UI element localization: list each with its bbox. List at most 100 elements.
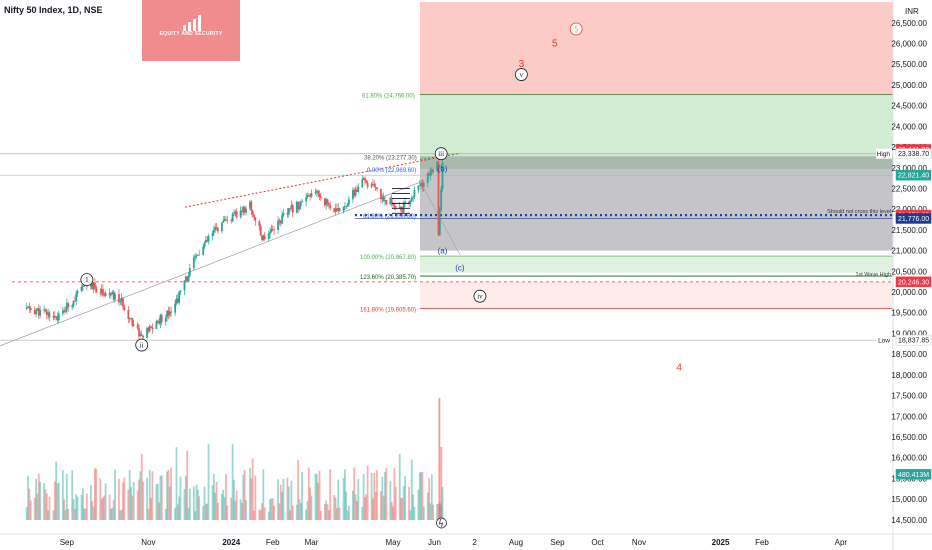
candle-body (432, 169, 435, 172)
volume-bar (123, 477, 126, 520)
zone-target-red (420, 2, 893, 95)
volume-bar (91, 501, 94, 520)
candle-body (39, 309, 42, 316)
volume-bar (159, 475, 162, 520)
volume-bar (353, 467, 356, 520)
volume-bar (250, 478, 253, 520)
candle-body (365, 180, 368, 183)
candle-body (35, 310, 37, 315)
volume-bar (384, 472, 386, 520)
price-tag-label: 23,338.70 (898, 151, 929, 158)
candle-body (440, 189, 443, 211)
hl-box (876, 335, 892, 346)
candle-body (366, 182, 369, 187)
price-tick-label: 25,500.00 (891, 60, 927, 69)
currency-label: INR (905, 7, 919, 16)
volume-bar (381, 476, 384, 520)
volume-bar (84, 508, 87, 520)
volume-bar (192, 486, 195, 520)
candle-body (361, 179, 364, 187)
price-tick-label: 19,500.00 (891, 309, 927, 318)
candle-body (438, 210, 441, 236)
candle-body (194, 255, 197, 258)
volume-bar (259, 510, 262, 520)
candle-body (242, 206, 245, 213)
volume-bar (71, 470, 74, 520)
volume-bar (155, 484, 158, 520)
volume-bar (174, 508, 177, 520)
candle-body (130, 317, 132, 319)
candle-body (239, 210, 242, 218)
volume-bar (437, 503, 440, 520)
candle-body (43, 309, 46, 311)
volume-bar (436, 503, 439, 520)
volume-bar (158, 502, 160, 520)
volume-bar (319, 511, 322, 520)
candle-body (63, 310, 66, 312)
volume-bar (198, 496, 201, 520)
price-tag-label: 480.413M (898, 472, 929, 479)
price-tag (895, 148, 932, 159)
price-tick-label: 26,500.00 (891, 19, 927, 28)
candle-body (212, 230, 215, 233)
volume-bar (376, 470, 378, 520)
volume-bar (374, 492, 377, 520)
volume-bar (333, 495, 336, 520)
price-tag (895, 169, 932, 181)
volume-bar (346, 510, 349, 520)
volume-bar (234, 500, 237, 520)
fib-label: 123.60% (20,385.70) (360, 275, 416, 281)
volume-bar (413, 506, 416, 520)
candle-body (48, 312, 51, 318)
volume-bar (184, 476, 187, 520)
candle-body (94, 282, 96, 288)
volume-bar (194, 511, 197, 520)
candle-body (309, 195, 312, 197)
volume-bar (420, 472, 423, 520)
candle-body (91, 281, 94, 290)
volume-bar (243, 470, 246, 520)
candle-body (319, 197, 322, 199)
volume-bar (318, 470, 321, 520)
volume-bar (100, 498, 103, 520)
volume-bar (295, 504, 298, 520)
volume-bar (253, 510, 255, 520)
candle-body (381, 197, 384, 200)
candle-body (123, 306, 126, 311)
candle-body (73, 301, 76, 302)
volume-bar (222, 489, 225, 520)
candle-body (174, 303, 177, 313)
volume-bar (212, 473, 215, 520)
volume-bar (326, 504, 329, 520)
price-tag-label: 18,837.85 (898, 338, 929, 345)
volume-bar (122, 482, 124, 520)
volume-bar (402, 486, 405, 520)
time-tick-label: 2024 (222, 538, 240, 547)
volume-bar (61, 470, 64, 520)
candle-body (243, 206, 246, 213)
volume-bar (95, 468, 98, 520)
price-tick-label: 22,000.00 (891, 205, 927, 214)
candle-body (249, 201, 251, 209)
projection-down (423, 188, 461, 255)
price-tick-label: 19,000.00 (891, 329, 927, 338)
volume-bar (231, 444, 234, 520)
candle-body (52, 315, 55, 318)
volume-bar (390, 501, 393, 520)
price-tick-label: 23,000.00 (891, 164, 927, 173)
candle-body (114, 294, 116, 300)
wave-circle (473, 289, 487, 303)
candle-body (301, 201, 304, 203)
wave-label: 3 (519, 59, 525, 70)
candle-body (314, 192, 317, 194)
candle-body (420, 183, 423, 186)
candle-body (342, 206, 345, 212)
price-tag-label: 22,821.40 (898, 173, 929, 180)
price-tick-label: 15,000.00 (891, 495, 927, 504)
candle-body (118, 294, 120, 303)
candle-body (318, 193, 321, 198)
candle-body (286, 212, 289, 215)
volume-bar (310, 495, 313, 520)
candle-body (376, 187, 378, 190)
